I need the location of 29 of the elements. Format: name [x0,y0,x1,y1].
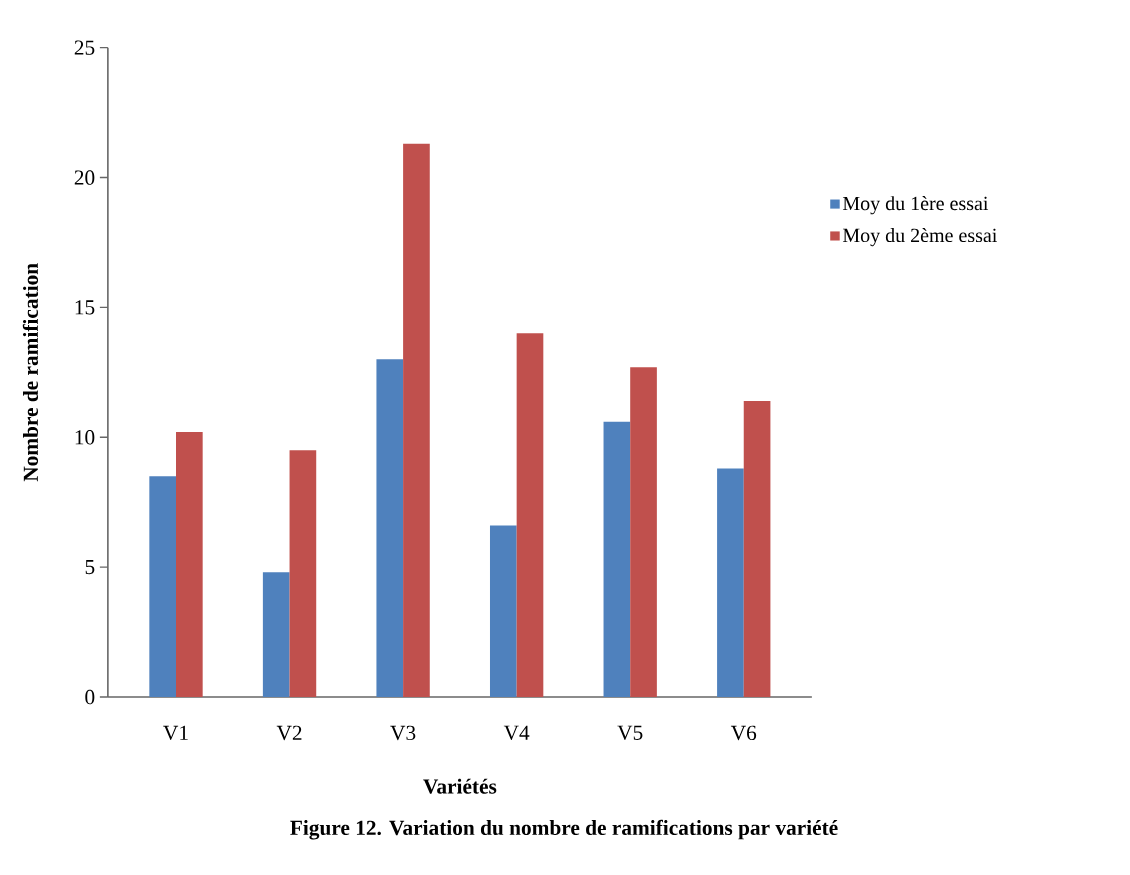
bar [149,476,176,697]
bar [376,359,404,697]
y-tick-label: 15 [75,300,95,315]
legend-label: Moy du 1ère essai [842,196,989,215]
bar [630,367,657,697]
x-tick-label: V5 [617,725,643,740]
x-tick-label: V3 [390,725,416,741]
y-tick-label: 10 [75,430,95,445]
x-tick-label: V6 [730,725,757,741]
bar [262,572,290,697]
bar [743,400,771,697]
bar [176,432,203,697]
y-tick-label: 20 [74,170,95,185]
bar [717,468,744,697]
y-tick-label: 5 [85,560,95,575]
x-tick-label: V2 [276,725,302,741]
legend-label: Moy du 2ème essai [842,228,997,247]
x-tick-label: V1 [163,725,188,741]
y-tick-label: 0 [85,689,95,705]
bar [603,421,631,697]
bar [403,143,430,697]
x-tick-label: V4 [503,725,530,741]
bar [489,525,517,697]
bar [516,333,544,697]
y-tick-label: 25 [74,40,95,55]
bar [289,450,317,697]
x-axis-title: Variétés [423,778,497,794]
y-axis-title: Nombre de ramification [22,263,39,482]
caption: Figure 12. Variation du nombre de ramifications par variété [290,819,838,840]
